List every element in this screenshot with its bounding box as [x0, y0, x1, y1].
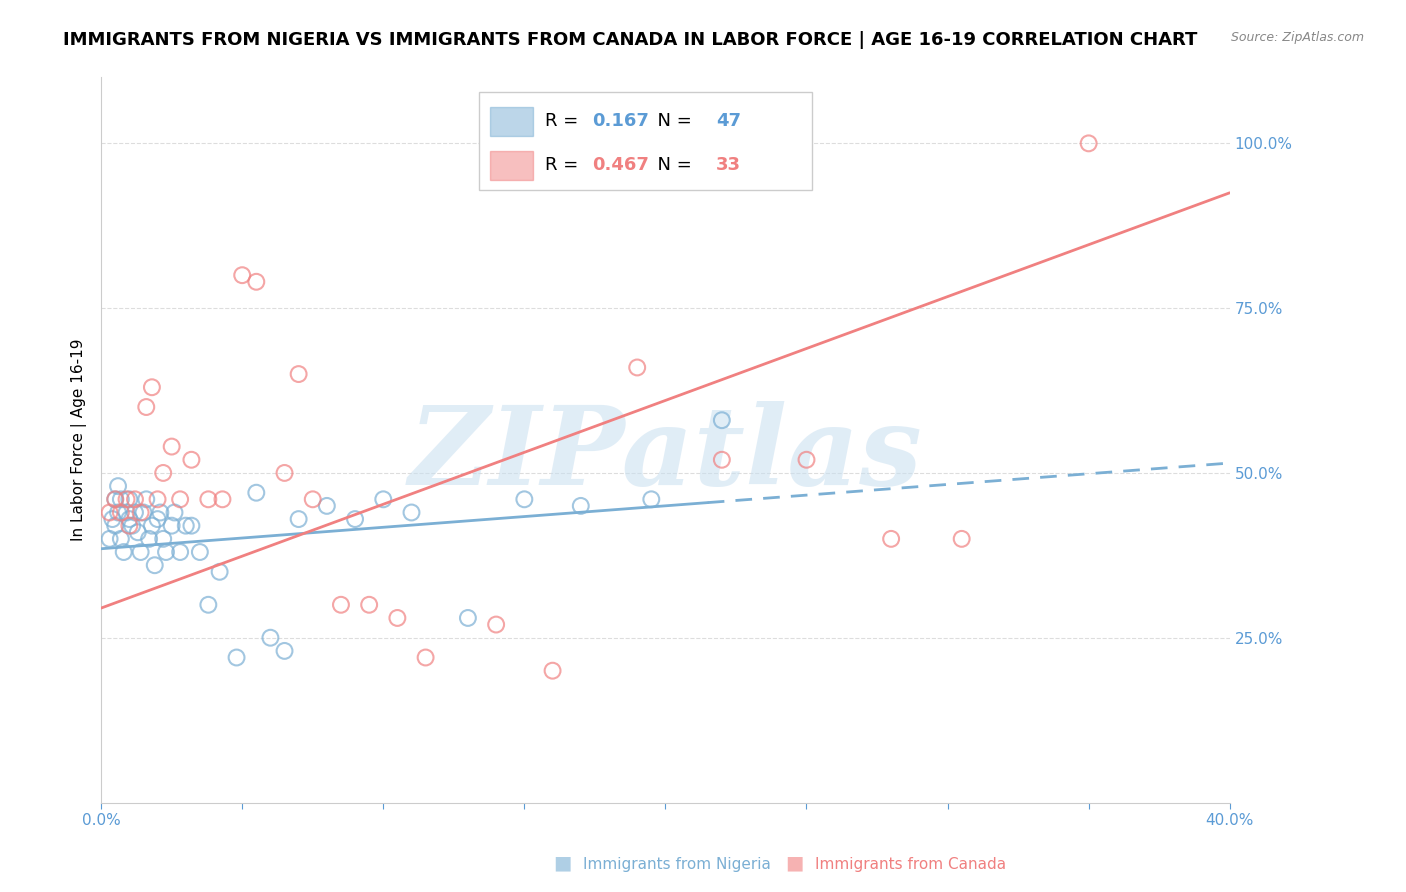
- Point: [127, 525, 149, 540]
- Point: [180, 452, 202, 467]
- Point: [129, 506, 152, 520]
- Point: [174, 518, 197, 533]
- Text: IMMIGRANTS FROM NIGERIA VS IMMIGRANTS FROM CANADA IN LABOR FORCE | AGE 16-19 COR: IMMIGRANTS FROM NIGERIA VS IMMIGRANTS FR…: [63, 31, 1198, 49]
- Point: [188, 545, 211, 559]
- Point: [152, 466, 174, 480]
- Point: [180, 518, 202, 533]
- Point: [146, 512, 169, 526]
- Text: ZIPatlas: ZIPatlas: [409, 401, 922, 508]
- Point: [115, 492, 138, 507]
- Point: [129, 545, 152, 559]
- Point: [152, 532, 174, 546]
- Text: 47: 47: [716, 112, 741, 130]
- Point: [118, 492, 141, 507]
- Point: [273, 644, 295, 658]
- Point: [541, 664, 564, 678]
- Point: [115, 506, 138, 520]
- Text: N =: N =: [647, 156, 697, 174]
- Point: [169, 492, 191, 507]
- Point: [141, 518, 163, 533]
- Text: Immigrants from Canada: Immigrants from Canada: [815, 857, 1007, 872]
- Text: 33: 33: [716, 156, 741, 174]
- Point: [107, 506, 129, 520]
- Text: Immigrants from Nigeria: Immigrants from Nigeria: [583, 857, 772, 872]
- Point: [710, 452, 733, 467]
- Point: [950, 532, 973, 546]
- Point: [124, 492, 146, 507]
- Text: ■: ■: [553, 854, 572, 872]
- Text: N =: N =: [647, 112, 697, 130]
- Point: [415, 650, 437, 665]
- Point: [169, 545, 191, 559]
- Point: [135, 492, 157, 507]
- Point: [457, 611, 479, 625]
- Point: [387, 611, 409, 625]
- Point: [513, 492, 536, 507]
- Point: [110, 532, 132, 546]
- Point: [118, 512, 141, 526]
- Point: [132, 506, 155, 520]
- Point: [245, 485, 267, 500]
- Point: [329, 598, 352, 612]
- Point: [104, 492, 127, 507]
- Point: [485, 617, 508, 632]
- Point: [245, 275, 267, 289]
- Point: [143, 558, 166, 573]
- Bar: [491, 107, 533, 136]
- Text: 0.467: 0.467: [592, 156, 650, 174]
- Point: [124, 506, 146, 520]
- Y-axis label: In Labor Force | Age 16-19: In Labor Force | Age 16-19: [72, 339, 87, 541]
- Point: [287, 512, 309, 526]
- Point: [301, 492, 323, 507]
- Point: [259, 631, 281, 645]
- Point: [231, 268, 253, 283]
- Point: [710, 413, 733, 427]
- Point: [163, 506, 186, 520]
- Point: [112, 545, 135, 559]
- Point: [146, 492, 169, 507]
- Point: [107, 479, 129, 493]
- Point: [110, 492, 132, 507]
- Point: [135, 400, 157, 414]
- Point: [149, 506, 172, 520]
- Point: [121, 518, 143, 533]
- Point: [101, 512, 124, 526]
- Point: [796, 452, 818, 467]
- Point: [110, 506, 132, 520]
- Point: [118, 518, 141, 533]
- Point: [211, 492, 233, 507]
- Text: 0.167: 0.167: [592, 112, 650, 130]
- Point: [373, 492, 395, 507]
- Point: [98, 532, 121, 546]
- Point: [141, 380, 163, 394]
- Point: [160, 518, 183, 533]
- Point: [273, 466, 295, 480]
- Text: R =: R =: [544, 112, 583, 130]
- Point: [197, 492, 219, 507]
- Text: Source: ZipAtlas.com: Source: ZipAtlas.com: [1230, 31, 1364, 45]
- Point: [197, 598, 219, 612]
- Point: [569, 499, 592, 513]
- Bar: [491, 151, 533, 180]
- Point: [98, 506, 121, 520]
- Point: [287, 367, 309, 381]
- Point: [640, 492, 662, 507]
- Point: [104, 492, 127, 507]
- Point: [626, 360, 648, 375]
- Point: [160, 440, 183, 454]
- Point: [138, 532, 160, 546]
- Point: [359, 598, 381, 612]
- Point: [104, 518, 127, 533]
- Point: [315, 499, 337, 513]
- Bar: [479, 92, 813, 190]
- Point: [880, 532, 903, 546]
- Point: [344, 512, 367, 526]
- Point: [401, 506, 423, 520]
- Text: R =: R =: [544, 156, 583, 174]
- Point: [1077, 136, 1099, 151]
- Text: ■: ■: [785, 854, 804, 872]
- Point: [208, 565, 231, 579]
- Point: [155, 545, 177, 559]
- Point: [225, 650, 247, 665]
